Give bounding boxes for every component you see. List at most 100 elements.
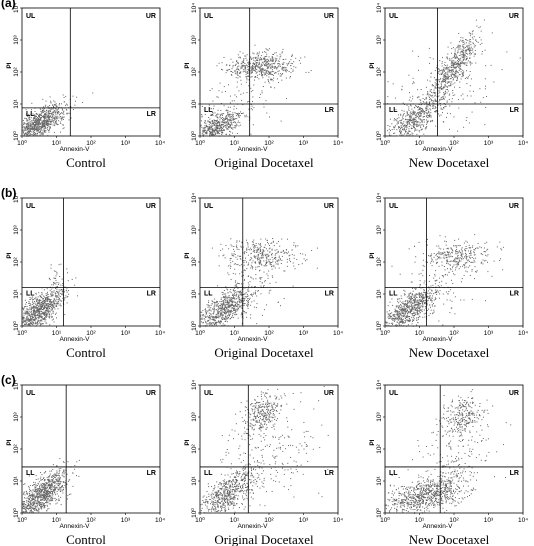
event-dot — [221, 311, 222, 313]
event-dot — [30, 298, 32, 300]
event-dot — [251, 286, 253, 288]
event-dot — [430, 121, 431, 123]
event-dot — [46, 122, 48, 123]
event-dot — [432, 120, 434, 122]
event-dot — [435, 78, 437, 80]
event-dot — [211, 247, 213, 249]
event-dot — [264, 51, 266, 53]
event-dot — [262, 77, 264, 79]
event-dot — [291, 54, 293, 56]
event-dot — [443, 107, 444, 108]
event-dot — [38, 309, 40, 311]
quadrant-label: LL — [204, 107, 213, 114]
event-dot — [446, 67, 448, 69]
event-dot — [252, 242, 254, 243]
event-dot — [23, 312, 25, 314]
event-dot — [435, 99, 436, 101]
event-dot — [237, 303, 238, 305]
event-dot — [265, 260, 267, 262]
event-dot — [453, 65, 455, 67]
event-dot — [316, 267, 318, 269]
event-dot — [216, 65, 218, 67]
event-dot — [460, 68, 462, 70]
event-dot — [217, 312, 219, 314]
event-dot — [427, 91, 429, 93]
event-dot — [36, 134, 38, 136]
event-dot — [46, 311, 48, 313]
event-dot — [464, 55, 466, 57]
event-dot — [35, 120, 37, 121]
event-dot — [232, 302, 234, 304]
event-dot — [59, 103, 60, 105]
event-dot — [248, 62, 250, 64]
event-dot — [271, 256, 273, 258]
event-dot — [55, 279, 57, 281]
event-dot — [269, 262, 271, 264]
event-dot — [406, 123, 408, 125]
event-dot — [421, 108, 423, 109]
event-dot — [389, 118, 391, 120]
event-dot — [232, 298, 234, 300]
event-dot — [217, 131, 219, 133]
event-dot — [237, 309, 239, 311]
event-dot — [206, 126, 207, 127]
event-dot — [55, 303, 57, 305]
event-dot — [236, 67, 238, 69]
event-dot — [447, 53, 449, 55]
event-dot — [438, 95, 440, 97]
event-dot — [244, 287, 246, 289]
event-dot — [273, 77, 275, 79]
event-dot — [223, 301, 225, 303]
event-dot — [209, 118, 211, 120]
event-dot — [57, 284, 59, 285]
event-dot — [449, 128, 450, 130]
event-dot — [211, 315, 213, 317]
event-dot — [215, 302, 217, 304]
event-dot — [36, 113, 38, 114]
event-dot — [277, 262, 279, 264]
event-dot — [221, 114, 223, 116]
event-dot — [419, 112, 421, 114]
event-dot — [223, 86, 225, 88]
event-dot — [254, 56, 256, 58]
event-dot — [220, 127, 222, 129]
event-dot — [33, 131, 34, 133]
event-dot — [235, 285, 237, 287]
event-dot — [262, 58, 264, 60]
event-dot — [32, 316, 34, 318]
event-dot — [225, 91, 226, 92]
event-dot — [235, 308, 237, 310]
event-dot — [67, 296, 69, 297]
event-dot — [442, 72, 443, 74]
y-tick-label: 10⁴ — [191, 193, 198, 203]
event-dot — [257, 67, 259, 69]
event-dot — [258, 261, 260, 263]
event-dot — [34, 302, 36, 304]
event-dot — [55, 106, 57, 108]
event-dot — [45, 120, 47, 122]
event-dot — [224, 125, 226, 127]
event-dot — [220, 130, 222, 131]
event-dot — [419, 107, 421, 109]
event-dot — [210, 314, 212, 316]
event-dot — [63, 118, 64, 120]
event-dot — [254, 293, 256, 295]
event-dot — [434, 94, 436, 96]
event-dot — [50, 119, 52, 121]
event-dot — [425, 111, 427, 113]
event-dot — [452, 69, 454, 70]
event-dot — [220, 117, 222, 119]
event-dot — [269, 64, 271, 66]
event-dot — [277, 60, 279, 62]
event-dot — [254, 250, 255, 252]
event-dot — [52, 284, 54, 286]
event-dot — [234, 285, 236, 287]
event-dot — [32, 122, 34, 124]
event-dot — [205, 133, 207, 135]
event-dot — [27, 313, 29, 315]
event-dot — [34, 128, 36, 130]
event-dot — [213, 131, 215, 133]
event-dot — [234, 263, 236, 265]
event-dot — [406, 127, 408, 129]
event-dot — [230, 262, 232, 264]
